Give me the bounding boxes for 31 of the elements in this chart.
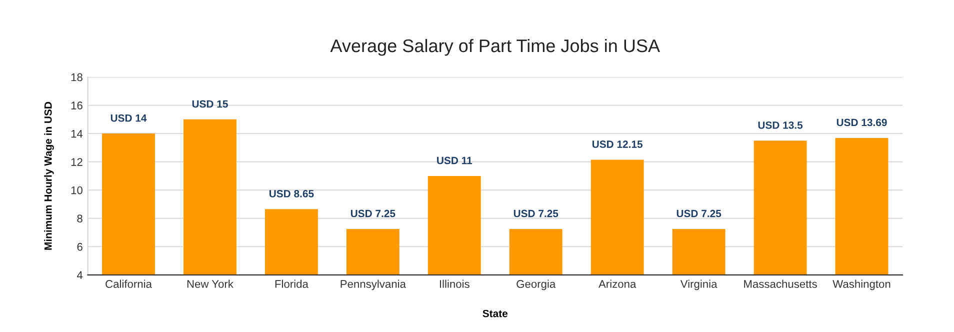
- x-tick-label: Washington: [832, 280, 890, 290]
- data-label: USD 11: [437, 156, 472, 164]
- x-tick-label: Georgia: [516, 280, 556, 290]
- x-tick-label: Arizona: [598, 280, 636, 288]
- data-label: USD 7.25: [514, 210, 558, 218]
- y-tick-label: 10: [71, 186, 82, 194]
- x-tick-label: Virginia: [680, 280, 718, 290]
- y-tick-label: 12: [71, 158, 82, 166]
- x-tick-label: Massachusetts: [744, 280, 817, 288]
- data-label: USD 7.25: [676, 210, 722, 218]
- data-label: USD 7.25: [350, 210, 396, 218]
- y-tick-label: 18: [71, 73, 82, 82]
- x-axis-title: State: [482, 310, 508, 318]
- x-tick-label: Illinois: [440, 280, 470, 288]
- data-label: USD 14: [110, 114, 147, 122]
- x-tick-label: Florida: [275, 280, 308, 288]
- y-tick-label: 8: [77, 214, 82, 222]
- x-tick-label: New York: [187, 280, 234, 288]
- chart-title: Average Salary of Part Time Jobs in USA: [330, 38, 660, 56]
- y-tick-label: 14: [71, 130, 83, 138]
- data-label: USD 13.5: [758, 121, 803, 129]
- data-label: USD 13.69: [836, 118, 887, 126]
- data-label: USD 8.65: [269, 190, 314, 198]
- y-tick-label: 6: [77, 242, 82, 251]
- data-label: USD 12.15: [592, 140, 643, 148]
- y-tick-label: 4: [76, 271, 83, 279]
- x-tick-label: California: [106, 280, 152, 288]
- x-tick-label: Pennsylvania: [340, 280, 406, 290]
- data-label: USD 15: [192, 100, 228, 108]
- y-tick-label: 16: [71, 102, 82, 110]
- y-axis-title: Minimum Hourly Wage in USD: [44, 102, 54, 250]
